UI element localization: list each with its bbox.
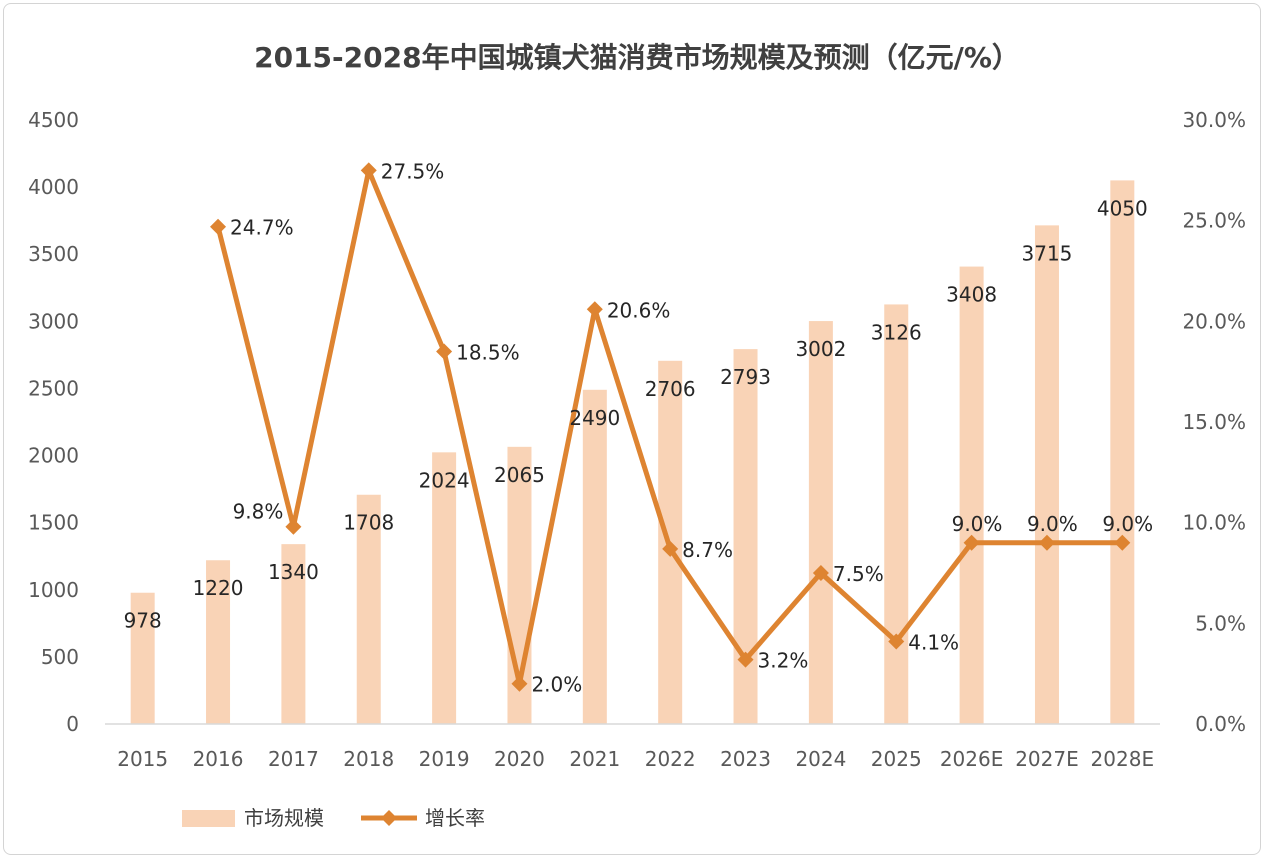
growth-rate-label: 8.7% (682, 538, 733, 562)
bar-value-label: 3002 (795, 337, 846, 361)
y-right-tick-label: 5.0% (1195, 611, 1246, 635)
legend: 市场规模 增长率 (182, 806, 485, 830)
growth-rate-point (586, 301, 603, 318)
x-tick-label: 2015 (117, 747, 168, 771)
y-left-tick-label: 1500 (28, 511, 79, 535)
x-tick-label: 2026E (940, 747, 1004, 771)
chart-canvas: 2015-2028年中国城镇犬猫消费市场规模及预测（亿元/%） 0 500 1000… (28, 41, 1246, 830)
x-tick-label: 2028E (1091, 747, 1155, 771)
bar-market-size (733, 349, 758, 724)
bar-value-label: 1340 (268, 560, 319, 584)
bar-value-label: 978 (124, 609, 162, 633)
bar-value-label: 3408 (946, 283, 997, 307)
x-tick-label: 2020 (494, 747, 545, 771)
x-tick-label: 2025 (871, 747, 922, 771)
bar-value-label: 2490 (569, 406, 620, 430)
y-left-tick-label: 0 (66, 712, 79, 736)
bar-market-size (356, 494, 381, 724)
bar-market-size (1110, 180, 1135, 724)
legend-marker-growth-rate (381, 810, 397, 826)
bar-value-label: 2024 (419, 468, 470, 492)
y-left-tick-label: 3500 (28, 242, 79, 266)
growth-rate-label: 3.2% (758, 649, 809, 673)
y-left-tick-label: 4000 (28, 175, 79, 199)
bar-value-label: 2793 (720, 365, 771, 389)
x-tick-label: 2023 (720, 747, 771, 771)
growth-rate-label: 9.0% (952, 512, 1003, 536)
x-tick-label: 2022 (645, 747, 696, 771)
bar-value-label: 1708 (343, 511, 394, 535)
growth-rate-point (285, 518, 302, 535)
y-right-tick-label: 30.0% (1182, 108, 1246, 132)
y-left-tick-label: 2500 (28, 376, 79, 400)
legend-label-growth-rate: 增长率 (425, 806, 485, 830)
growth-rate-label: 9.0% (1102, 512, 1153, 536)
x-tick-label: 2019 (419, 747, 470, 771)
bar-value-label: 3715 (1022, 241, 1073, 265)
growth-rate-point (737, 651, 754, 668)
y-left-tick-label: 3000 (28, 309, 79, 333)
legend-swatch-market-size (182, 810, 235, 827)
y-right-tick-label: 15.0% (1182, 410, 1246, 434)
growth-rate-point (812, 565, 829, 581)
growth-rate-point (963, 534, 980, 551)
growth-rate-label: 24.7% (230, 216, 294, 240)
bar-market-size (808, 321, 833, 724)
bar-market-size (281, 544, 306, 724)
bar-market-size (1034, 225, 1059, 724)
y-right-tick-label: 20.0% (1182, 309, 1246, 333)
growth-rate-point (436, 343, 453, 360)
chart-frame: 2015-2028年中国城镇犬猫消费市场规模及预测（亿元/%） 0 500 1000… (3, 3, 1261, 855)
growth-rate-label: 4.1% (908, 630, 959, 654)
legend-label-market-size: 市场规模 (244, 806, 324, 830)
growth-rate-label: 9.8% (233, 500, 284, 524)
bar-market-size (206, 560, 231, 724)
y-left-tick-label: 500 (41, 645, 79, 669)
bar-value-label: 2706 (645, 377, 696, 401)
bar-market-size (884, 304, 909, 724)
growth-rate-label: 9.0% (1027, 512, 1078, 536)
growth-rate-label: 20.6% (607, 298, 671, 322)
growth-rate-label: 7.5% (833, 562, 884, 586)
growth-rate-label: 18.5% (456, 341, 520, 365)
bar-market-size (432, 452, 457, 724)
growth-rate-point (511, 675, 528, 692)
bar-value-label: 2065 (494, 463, 545, 487)
bar-value-label: 4050 (1097, 196, 1148, 220)
growth-rate-point (662, 540, 679, 557)
bar-market-size (130, 592, 155, 724)
y-left-tick-label: 4500 (28, 108, 79, 132)
x-tick-label: 2024 (795, 747, 846, 771)
y-right-tick-label: 10.0% (1182, 511, 1246, 535)
growth-rate-point (360, 162, 377, 179)
y-left-tick-label: 2000 (28, 444, 79, 468)
x-tick-label: 2021 (569, 747, 620, 771)
chart-title: 2015-2028年中国城镇犬猫消费市场规模及预测（亿元/%） (254, 41, 1020, 74)
x-tick-label: 2027E (1015, 747, 1079, 771)
growth-rate-label: 27.5% (381, 159, 445, 183)
x-tick-label: 2016 (193, 747, 244, 771)
growth-rate-label: 2.0% (531, 673, 582, 697)
x-tick-label: 2018 (343, 747, 394, 771)
x-tick-label: 2017 (268, 747, 319, 771)
growth-rate-point (1038, 534, 1055, 551)
bar-value-label: 1220 (193, 576, 244, 600)
y-left-tick-label: 1000 (28, 578, 79, 602)
bar-market-size (582, 389, 607, 724)
bar-value-label: 3126 (871, 320, 922, 344)
y-right-tick-label: 25.0% (1182, 209, 1246, 233)
y-right-tick-label: 0.0% (1195, 712, 1246, 736)
bar-market-size (959, 266, 984, 724)
growth-rate-point (210, 218, 227, 235)
growth-rate-point (888, 633, 905, 650)
growth-rate-point (1114, 534, 1131, 551)
